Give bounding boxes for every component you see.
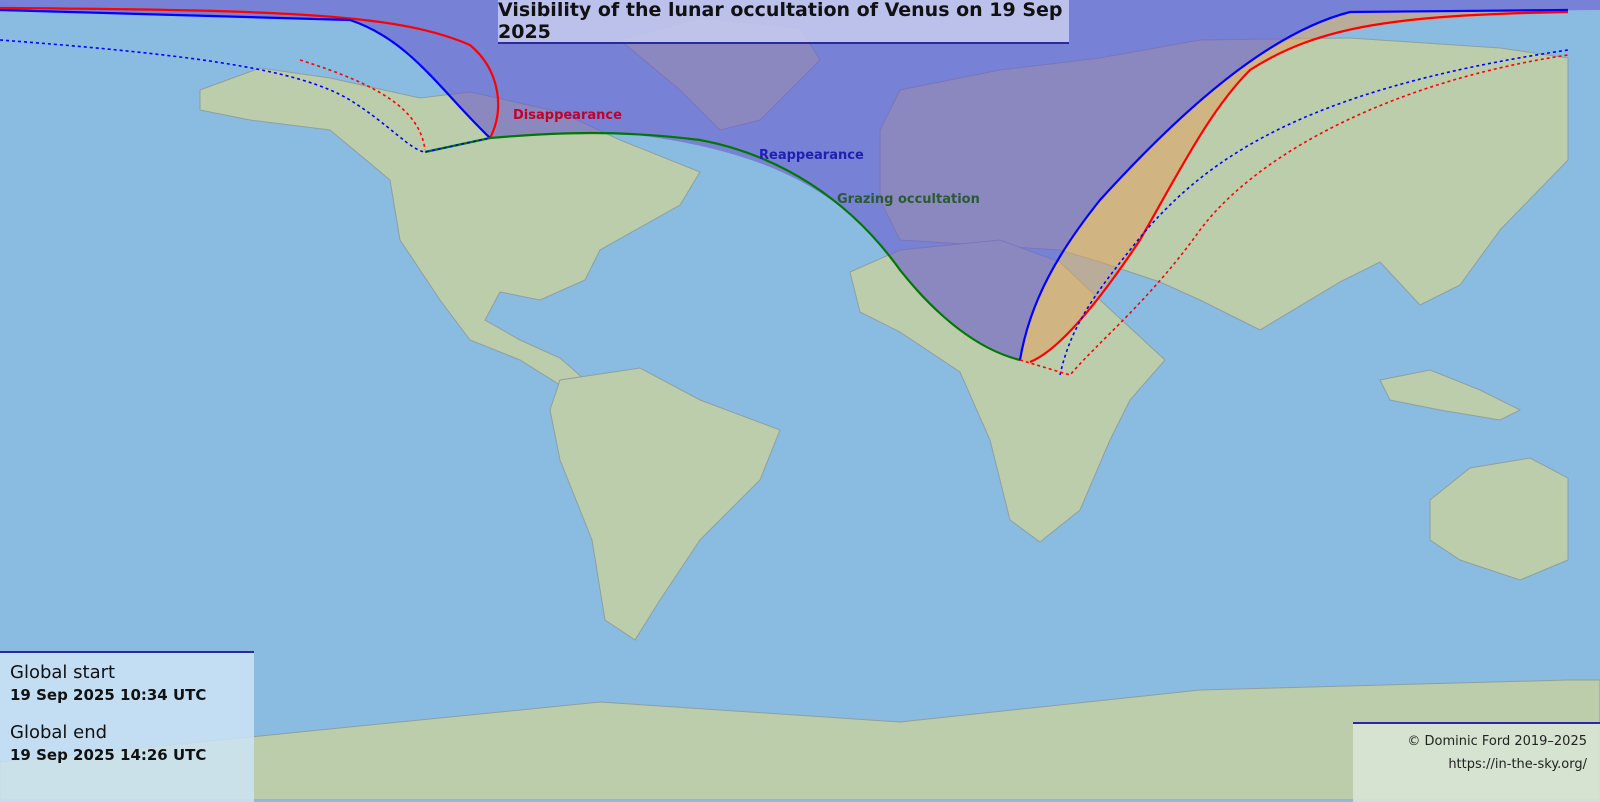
partial-region <box>1020 12 1568 362</box>
global-start-label: Global start <box>10 662 116 683</box>
global-end-label: Global end <box>10 722 108 743</box>
credit-box: © Dominic Ford 2019–2025 https://in-the-… <box>1353 722 1600 802</box>
grazing-label: Grazing occultation <box>837 192 980 207</box>
disappearance-horizon-east <box>1019 54 1569 376</box>
reappearance-label: Reappearance <box>759 148 864 163</box>
reappearance-line-east <box>1018 8 1569 361</box>
disappearance-line-west <box>0 6 500 139</box>
disappearance-line-east <box>1029 10 1569 364</box>
global-times-box: Global start 19 Sep 2025 10:34 UTC Globa… <box>0 651 254 802</box>
australia <box>1429 457 1569 581</box>
southeast-asia-islands <box>1379 369 1522 421</box>
reappearance-horizon-west <box>0 39 491 153</box>
visibility-region <box>0 0 1600 360</box>
grazing-line <box>424 131 1021 362</box>
site-url[interactable]: https://in-the-sky.org/ <box>1448 757 1587 772</box>
reappearance-line-west <box>0 8 491 139</box>
disappearance-label: Disappearance <box>513 108 622 123</box>
map-title: Visibility of the lunar occultation of V… <box>498 0 1069 44</box>
south-america <box>549 367 781 641</box>
global-end-value: 19 Sep 2025 14:26 UTC <box>10 746 207 764</box>
copyright-text: © Dominic Ford 2019–2025 <box>1407 734 1587 749</box>
reappearance-horizon-east <box>1059 49 1569 376</box>
global-start-value: 19 Sep 2025 10:34 UTC <box>10 686 207 704</box>
antarctica <box>0 679 1600 800</box>
